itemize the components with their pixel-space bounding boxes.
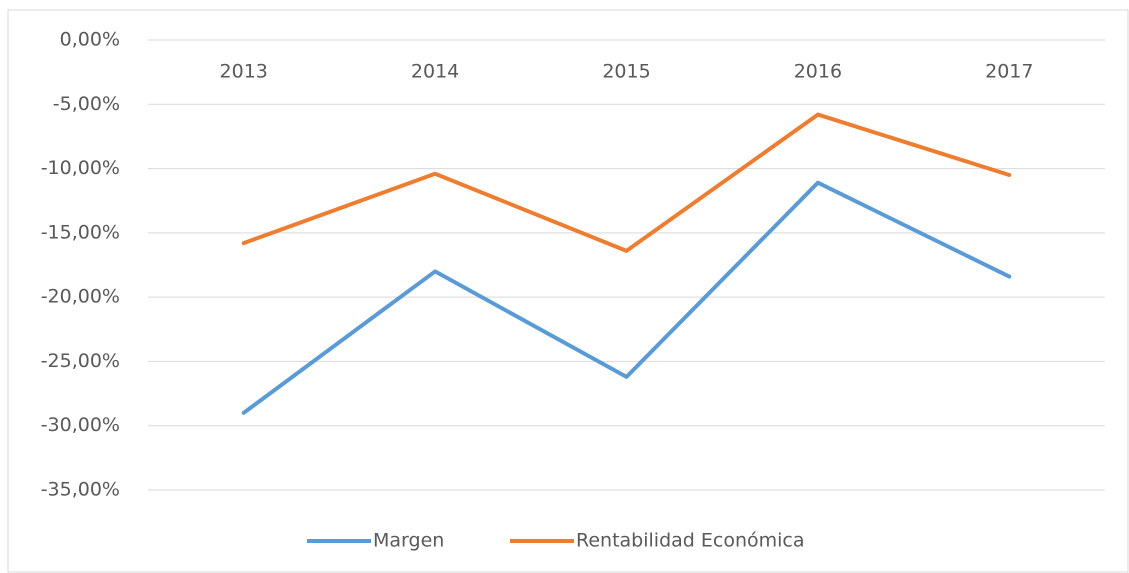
x-tick-label: 2015 <box>602 61 650 83</box>
series-line <box>241 180 1012 415</box>
x-tick-label: 2013 <box>220 61 268 83</box>
y-tick-label: -25,00% <box>41 350 120 372</box>
chart-frame <box>7 9 1129 573</box>
x-tick-label: 2017 <box>985 61 1033 83</box>
legend-label: Rentabilidad Económica <box>576 530 805 552</box>
y-tick-label: -15,00% <box>41 221 120 243</box>
y-tick-label: -35,00% <box>41 479 120 501</box>
legend-label: Margen <box>373 530 444 552</box>
series-line <box>241 112 1012 253</box>
y-tick-label: -5,00% <box>53 93 120 115</box>
x-tick-label: 2014 <box>411 61 459 83</box>
y-tick-label: -20,00% <box>41 286 120 308</box>
y-tick-label: -30,00% <box>41 414 120 436</box>
x-tick-label: 2016 <box>794 61 842 83</box>
y-tick-label: -10,00% <box>41 157 120 179</box>
y-tick-label: 0,00% <box>60 29 120 51</box>
